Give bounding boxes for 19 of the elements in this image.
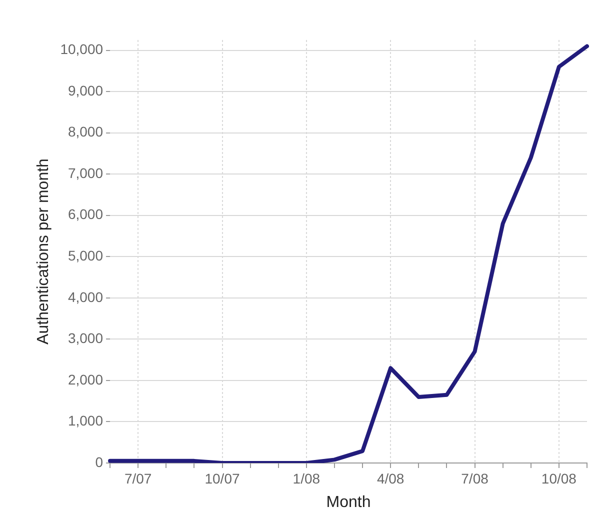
y-tick-label: 6,000 [68,206,104,222]
y-tick-label: 5,000 [68,248,104,264]
y-tick-label: 8,000 [68,124,104,140]
x-tick-label: 10/07 [204,470,240,486]
x-tick-label: 10/08 [541,470,577,486]
y-tick-label: 10,000 [60,41,104,58]
x-tick-label: 7/07 [124,470,152,486]
x-tick-label: 1/08 [292,470,320,486]
y-tick-label: 7,000 [68,164,104,181]
y-tick-label: 2,000 [68,371,104,388]
y-tick-label: 1,000 [68,412,104,429]
x-tick-label: 4/08 [376,470,404,486]
x-axis-title: Month [326,494,371,511]
y-tick-label: 0 [95,454,104,470]
y-tick-label: 4,000 [68,288,104,305]
y-tick-label: 3,000 [68,330,104,346]
x-tick-label: 7/08 [461,470,489,486]
y-axis-title: Authentications per month [35,158,52,344]
y-tick-label: 9,000 [68,82,104,98]
